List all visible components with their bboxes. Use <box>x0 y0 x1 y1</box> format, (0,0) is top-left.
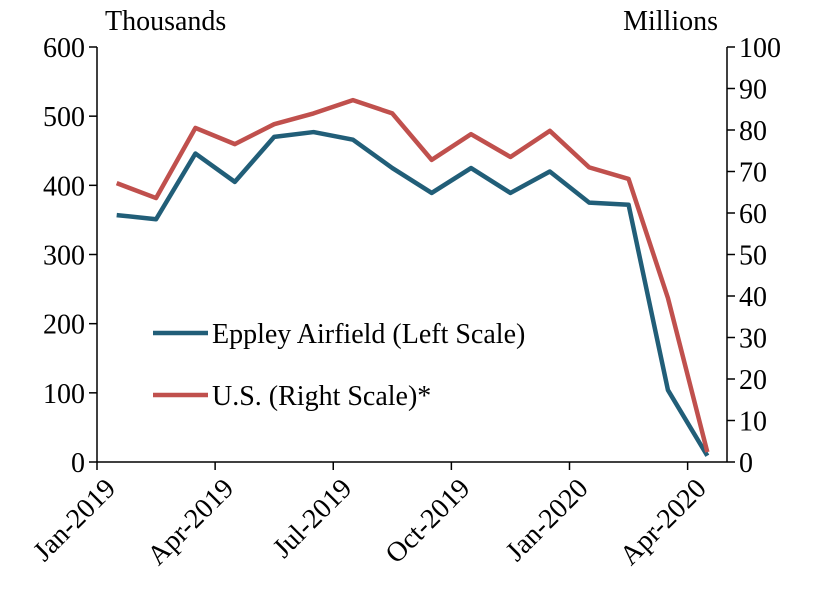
y2-tick-label: 60 <box>739 199 767 230</box>
y2-tick-label: 70 <box>739 158 767 189</box>
y2-tick-label: 100 <box>739 33 781 64</box>
y-tick-label: 100 <box>43 379 85 410</box>
y2-tick-label: 20 <box>739 365 767 396</box>
series-line <box>116 129 710 457</box>
y2-tick-label: 10 <box>739 407 767 438</box>
x-tick-label: Oct-2019 <box>380 473 477 570</box>
x-tick-label: Jan-2020 <box>500 473 595 568</box>
y-tick-label: 600 <box>43 33 85 64</box>
y-tick-label: 400 <box>43 171 85 202</box>
y2-tick-label: 50 <box>739 241 767 272</box>
series-line <box>115 97 710 453</box>
y-tick-label: 500 <box>43 102 85 133</box>
y2-tick-label: 80 <box>739 116 767 147</box>
y2-tick-label: 30 <box>739 324 767 355</box>
legend-label: Eppley Airfield (Left Scale) <box>212 319 525 350</box>
y2-tick-label: 90 <box>739 75 767 106</box>
left-unit-label: Thousands <box>105 6 226 37</box>
x-tick-label: Jul-2019 <box>267 473 358 564</box>
legend-label: U.S. (Right Scale)* <box>212 381 431 412</box>
y-tick-label: 200 <box>43 310 85 341</box>
y2-tick-label: 40 <box>739 282 767 313</box>
y2-tick-label: 0 <box>739 448 753 479</box>
right-unit-label: Millions <box>623 6 718 37</box>
x-tick-label: Apr-2019 <box>142 473 241 572</box>
x-tick-label: Jan-2019 <box>27 473 122 568</box>
y-tick-label: 0 <box>71 448 85 479</box>
y-tick-label: 300 <box>43 241 85 272</box>
x-tick-label: Apr-2020 <box>614 473 713 572</box>
